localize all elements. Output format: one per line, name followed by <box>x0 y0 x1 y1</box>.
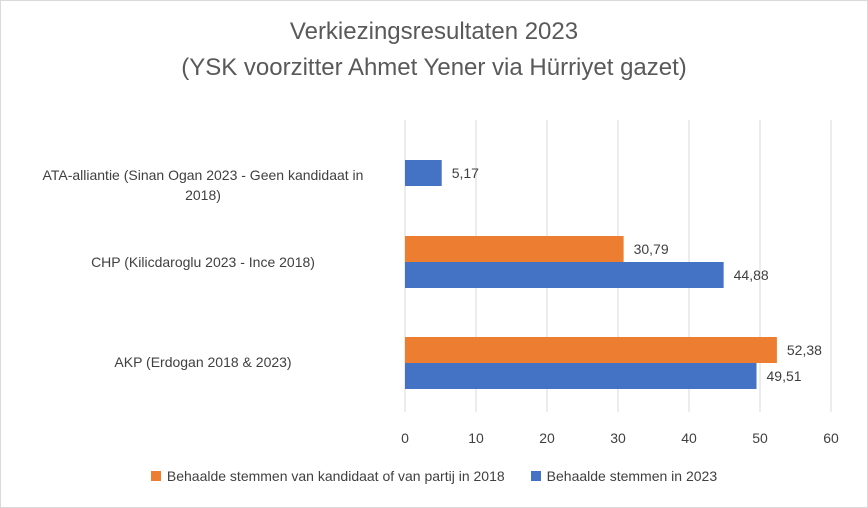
legend-label-2023: Behaalde stemmen in 2023 <box>546 468 718 484</box>
legend-swatch-2023 <box>530 471 541 481</box>
legend-label-2018: Behaalde stemmen van kandidaat of van pa… <box>166 468 505 484</box>
legend: Behaalde stemmen van kandidaat of van pa… <box>0 468 868 484</box>
data-label-2023-1: 44,88 <box>734 267 769 283</box>
category-label-2-0: AKP (Erdogan 2018 & 2023) <box>114 354 291 370</box>
legend-item-2018: Behaalde stemmen van kandidaat of van pa… <box>150 468 505 484</box>
x-tick-label-60: 60 <box>823 430 839 446</box>
category-label-1-0: CHP (Kilicdaroglu 2023 - Ince 2018) <box>91 254 315 270</box>
chart-title-line-1: Verkiezingsresultaten 2023 <box>289 18 579 45</box>
chart-title-line-2: (YSK voorzitter Ahmet Yener via Hürriyet… <box>181 54 687 81</box>
bar-2018-1 <box>405 236 624 262</box>
legend-swatch-2018 <box>150 471 161 481</box>
x-tick-label-0: 0 <box>401 430 409 446</box>
bar-2023-0 <box>405 160 442 186</box>
data-label-2018-2: 52,38 <box>787 342 822 358</box>
data-label-2023-0: 5,17 <box>452 165 479 181</box>
category-label-0-0: ATA-alliantie (Sinan Ogan 2023 - Geen ka… <box>43 167 364 183</box>
x-tick-label-50: 50 <box>752 430 768 446</box>
legend-item-2023: Behaalde stemmen in 2023 <box>530 468 718 484</box>
x-tick-label-10: 10 <box>468 430 484 446</box>
x-tick-label-30: 30 <box>610 430 626 446</box>
bar-2023-1 <box>405 262 724 288</box>
data-label-2018-1: 30,79 <box>634 241 669 257</box>
data-label-2023-2: 49,51 <box>767 368 802 384</box>
bar-2018-2 <box>405 337 777 363</box>
x-tick-label-40: 40 <box>681 430 697 446</box>
bar-2023-2 <box>405 363 757 389</box>
x-tick-label-20: 20 <box>539 430 555 446</box>
category-label-0-1: 2018) <box>185 187 221 203</box>
